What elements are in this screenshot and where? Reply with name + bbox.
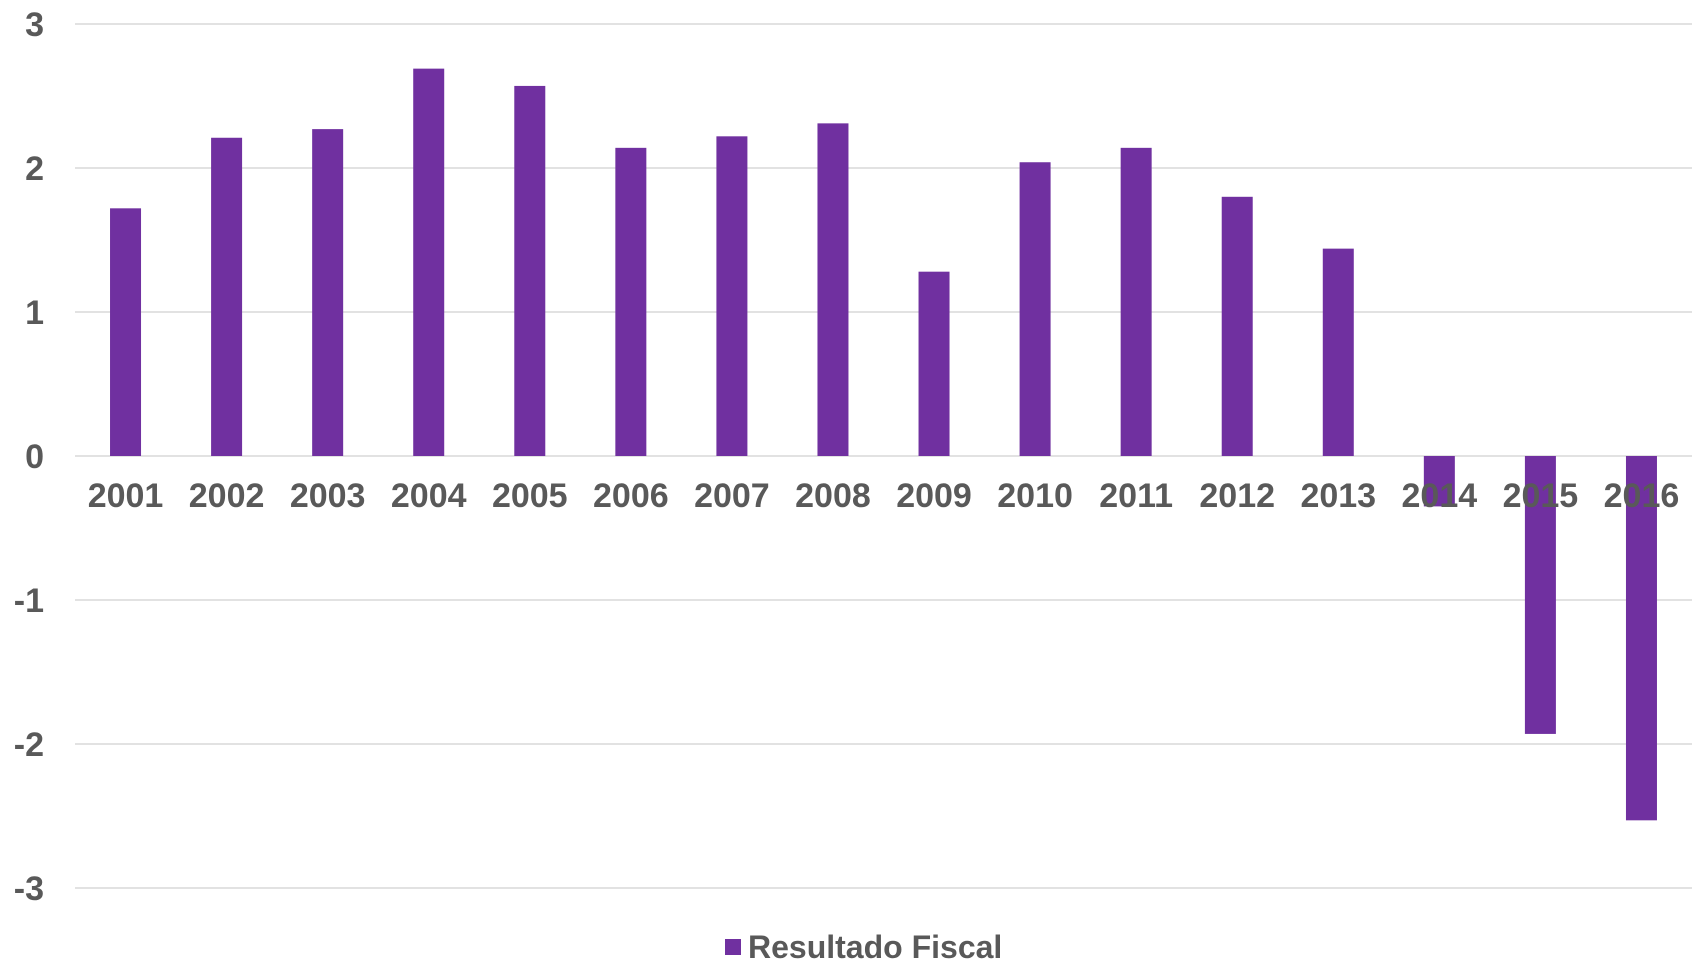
legend: Resultado Fiscal bbox=[725, 929, 1002, 961]
bar-2010 bbox=[1019, 162, 1051, 457]
y-tick-label: -2 bbox=[14, 726, 44, 764]
y-axis-tick-labels: 3 2 1 0 -1 -2 -3 bbox=[14, 6, 44, 908]
y-tick-label: 0 bbox=[25, 438, 44, 476]
bar-2007 bbox=[716, 136, 748, 456]
bar-2002 bbox=[211, 137, 243, 456]
x-tick-label: 2009 bbox=[896, 477, 972, 515]
legend-swatch bbox=[725, 939, 741, 955]
gridlines bbox=[75, 23, 1692, 889]
bar-2011 bbox=[1120, 147, 1152, 456]
x-tick-label: 2008 bbox=[795, 477, 871, 515]
x-tick-label: 2005 bbox=[492, 477, 568, 515]
x-tick-label: 2004 bbox=[391, 477, 467, 515]
bar-2001 bbox=[110, 208, 142, 456]
x-tick-label: 2011 bbox=[1099, 477, 1173, 515]
bar-2013 bbox=[1322, 248, 1354, 456]
x-tick-label: 2013 bbox=[1300, 477, 1376, 515]
bar-2008 bbox=[817, 123, 849, 457]
bar-2004 bbox=[413, 68, 445, 456]
bar-2003 bbox=[312, 129, 344, 456]
x-tick-label: 2012 bbox=[1199, 477, 1275, 515]
y-tick-label: 3 bbox=[25, 6, 44, 44]
y-tick-label: -1 bbox=[14, 582, 44, 620]
y-tick-label: -3 bbox=[14, 870, 44, 908]
x-axis-tick-labels: 2001 2002 2003 2004 2005 2006 2007 2008 2009 2010… bbox=[88, 477, 1680, 515]
x-tick-label: 2002 bbox=[189, 477, 265, 515]
bar-2012 bbox=[1221, 196, 1253, 457]
y-tick-label: 1 bbox=[25, 294, 44, 332]
x-tick-label: 2015 bbox=[1503, 477, 1579, 515]
bar-2006 bbox=[615, 147, 647, 456]
bar-2016 bbox=[1625, 456, 1657, 821]
bars bbox=[110, 68, 1657, 821]
bar-2014 bbox=[1423, 456, 1455, 507]
x-tick-label: 2006 bbox=[593, 477, 669, 515]
bar-2009 bbox=[918, 271, 950, 456]
bar-2015 bbox=[1524, 456, 1556, 734]
x-tick-label: 2014 bbox=[1402, 477, 1478, 515]
x-tick-label: 2007 bbox=[694, 477, 770, 515]
x-tick-label: 2010 bbox=[997, 477, 1073, 515]
y-tick-label: 2 bbox=[25, 150, 44, 188]
x-tick-label: 2001 bbox=[88, 477, 164, 515]
x-tick-label: 2003 bbox=[290, 477, 366, 515]
bar-2005 bbox=[514, 85, 546, 457]
x-tick-label: 2016 bbox=[1604, 477, 1680, 515]
legend-label-resultado-fiscal: Resultado Fiscal bbox=[748, 929, 1002, 961]
